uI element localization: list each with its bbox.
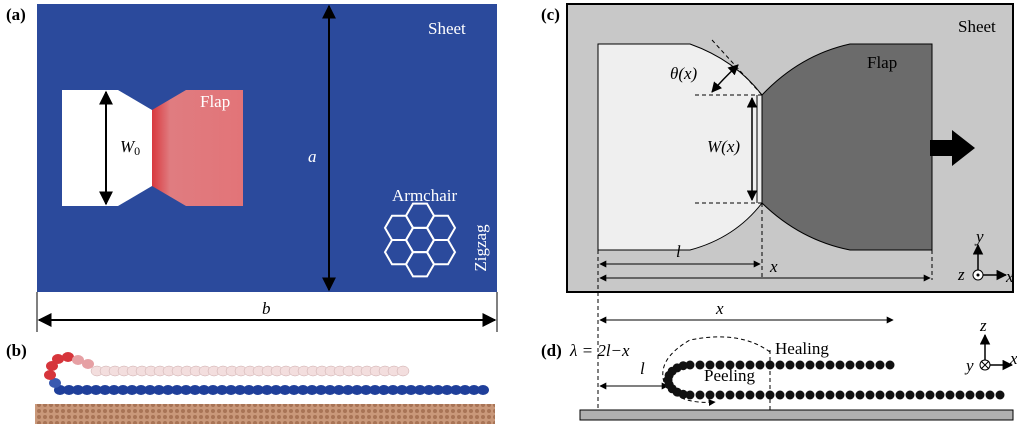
axis-y: y — [974, 227, 984, 246]
bead — [756, 391, 765, 400]
panel-label: (a) — [6, 5, 26, 24]
figure: (a) W0 Flap Sheet a Armchair Zigzag b (b… — [0, 0, 1017, 426]
bead — [916, 391, 925, 400]
substrate — [580, 410, 1013, 420]
bead — [966, 391, 975, 400]
flap-label: Flap — [867, 53, 897, 72]
bead — [876, 361, 885, 370]
bead — [996, 391, 1005, 400]
bead — [866, 391, 875, 400]
height-label: a — [308, 147, 317, 166]
flap-label: Flap — [200, 92, 230, 111]
axes — [980, 335, 1012, 370]
sheet-label: Sheet — [428, 19, 466, 38]
x-label: x — [715, 299, 724, 318]
bead — [976, 391, 985, 400]
bead — [856, 391, 865, 400]
axis-z: z — [979, 316, 987, 335]
bead — [796, 361, 805, 370]
armchair-label: Armchair — [392, 186, 457, 205]
bead — [686, 391, 695, 400]
panel-label: (b) — [6, 341, 27, 360]
bead — [706, 391, 715, 400]
bead — [806, 361, 815, 370]
x-label: x — [769, 257, 778, 276]
bead — [786, 361, 795, 370]
bead — [926, 391, 935, 400]
l-label: l — [640, 359, 645, 378]
bead — [696, 391, 705, 400]
axis-z: z — [957, 265, 965, 284]
bead — [477, 385, 489, 395]
bead — [836, 361, 845, 370]
angle-label: θ(x) — [670, 64, 698, 83]
bead — [806, 391, 815, 400]
healing-label: Healing — [775, 339, 829, 358]
bead — [796, 391, 805, 400]
bead — [826, 391, 835, 400]
bead — [766, 391, 775, 400]
bead — [946, 391, 955, 400]
l-label: l — [676, 242, 681, 261]
bead — [736, 391, 745, 400]
length-label: b — [262, 299, 271, 318]
bead — [886, 391, 895, 400]
bead — [82, 359, 94, 369]
substrate — [35, 404, 495, 424]
bead — [786, 391, 795, 400]
axis-y: y — [964, 356, 974, 375]
bead — [956, 391, 965, 400]
axis-x: x — [1009, 349, 1017, 368]
bead — [816, 391, 825, 400]
bead — [397, 366, 409, 376]
flap — [762, 44, 932, 250]
bead — [776, 361, 785, 370]
width-label: W(x) — [707, 137, 740, 156]
bead — [816, 361, 825, 370]
bead — [896, 391, 905, 400]
bead — [846, 391, 855, 400]
bead — [746, 391, 755, 400]
lambda-label: λ = 2l−x — [569, 341, 630, 360]
panel-label: (d) — [541, 341, 562, 360]
bead — [826, 361, 835, 370]
bead — [836, 391, 845, 400]
bead — [52, 354, 64, 364]
zigzag-label: Zigzag — [471, 224, 490, 272]
bead — [866, 361, 875, 370]
sheet-label: Sheet — [958, 17, 996, 36]
bead — [886, 361, 895, 370]
bead — [906, 391, 915, 400]
bead — [716, 391, 725, 400]
bead — [766, 361, 775, 370]
panel-label: (c) — [541, 5, 560, 24]
bead — [936, 391, 945, 400]
chain — [44, 352, 489, 395]
bead — [846, 361, 855, 370]
bead — [856, 361, 865, 370]
peeling-label: Peeling — [704, 366, 755, 385]
bead — [876, 391, 885, 400]
axis-x: x — [1005, 267, 1014, 286]
bead — [44, 370, 56, 380]
bead — [986, 391, 995, 400]
bead — [726, 391, 735, 400]
bead — [756, 361, 765, 370]
bead — [776, 391, 785, 400]
